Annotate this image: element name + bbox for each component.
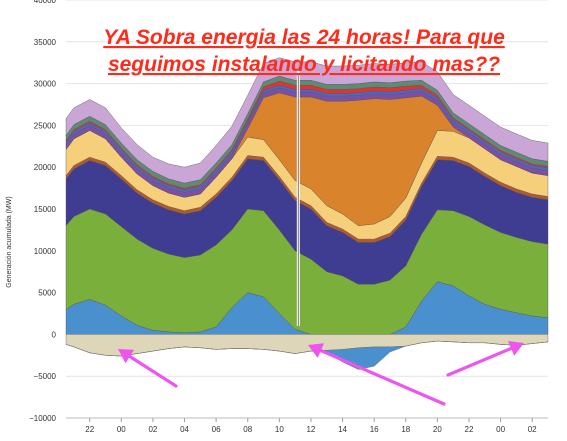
arrow-annotation xyxy=(308,343,446,406)
x-tick-label: 16 xyxy=(370,425,379,434)
x-tick-label: 02 xyxy=(528,425,537,434)
headline-line-1: YA Sobra energia las 24 horas! Para que xyxy=(103,26,505,49)
stacked-areas xyxy=(65,57,549,370)
y-tick-label: 35000 xyxy=(34,38,57,47)
y-tick-label: 10000 xyxy=(34,247,57,256)
y-tick-label: 40000 xyxy=(34,0,57,5)
y-tick-label: 0 xyxy=(52,330,57,339)
y-tick-label: 15000 xyxy=(34,205,57,214)
x-tick-label: 18 xyxy=(401,425,410,434)
dip-artifact xyxy=(296,71,300,327)
x-tick-label: 12 xyxy=(306,425,315,434)
y-tick-label: 25000 xyxy=(34,121,57,130)
chart-axes: −10000 −5000 0 5000 10000 15000 20000 25000 3000… xyxy=(29,0,548,434)
x-tick-label: 20 xyxy=(433,425,442,434)
annotation-arrows xyxy=(118,341,524,406)
x-tick-label: 14 xyxy=(338,425,347,434)
negative-area-series xyxy=(65,340,549,370)
y-tick-label: 30000 xyxy=(34,80,57,89)
x-tick-label: 10 xyxy=(275,425,284,434)
arrow-annotation xyxy=(446,341,524,377)
arrow-annotation xyxy=(118,349,178,388)
y-axis-title: Generación acumulada (MW) xyxy=(6,196,13,287)
x-tick-label: 02 xyxy=(148,425,157,434)
headline-line-2: seguimos instalando y licitando mas?? xyxy=(108,53,500,76)
x-tick-label: 00 xyxy=(496,425,505,434)
area-series xyxy=(65,57,549,184)
x-tick-label: 04 xyxy=(180,425,189,434)
x-tick-label: 06 xyxy=(212,425,221,434)
x-tick-label: 22 xyxy=(85,425,94,434)
x-tick-label: 00 xyxy=(117,425,126,434)
y-tick-label: 5000 xyxy=(38,289,56,298)
x-tick-label: 08 xyxy=(243,425,252,434)
x-tick-label: 22 xyxy=(465,425,474,434)
y-tick-label: −10000 xyxy=(29,414,56,423)
y-tick-label: −5000 xyxy=(34,372,57,381)
y-tick-label: 20000 xyxy=(34,163,57,172)
negative-area-series xyxy=(65,334,549,357)
